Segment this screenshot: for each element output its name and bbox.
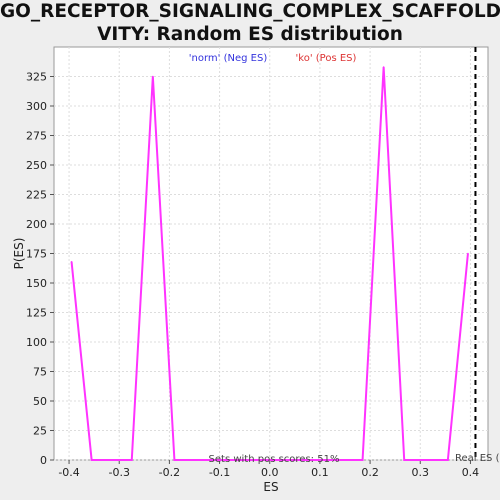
x-tick-label: -0.1 — [209, 466, 230, 479]
axes: 0 25 50 75 100 125 150 175 200 225 250 275 300 325 -0.… — [26, 71, 479, 480]
y-tick-label: 75 — [33, 366, 47, 379]
data-point — [152, 75, 154, 78]
y-tick-label: 0 — [40, 454, 47, 467]
x-tick-label: 0.3 — [412, 466, 430, 479]
distribution-line — [70, 67, 469, 461]
data-point — [382, 66, 385, 68]
data-point — [403, 459, 406, 461]
data-point — [447, 459, 449, 461]
y-tick-label: 175 — [26, 248, 47, 261]
data-point — [130, 459, 133, 461]
y-tick-label: 300 — [26, 100, 47, 113]
real-es-label: Real ES ( — [455, 453, 500, 464]
data-point — [90, 459, 93, 461]
legend-neg-label: 'norm' (Neg ES) — [189, 53, 268, 64]
data-point — [193, 459, 196, 461]
x-tick-label: 0.2 — [361, 466, 379, 479]
y-tick-label: 125 — [26, 307, 47, 320]
y-tick-label: 250 — [26, 159, 47, 172]
chart-title: GO_RECEPTOR_SIGNALING_COMPLEX_SCAFFOLD_A… — [0, 0, 500, 46]
x-axis-title: ES — [263, 480, 278, 494]
pos-scores-annotation: Sets with pos scores: 51% — [209, 454, 340, 465]
x-tick-label: -0.3 — [108, 466, 129, 479]
x-tick-label: 0.4 — [462, 466, 480, 479]
legend-pos-label: 'ko' (Pos ES) — [296, 53, 357, 64]
series-layer — [70, 66, 469, 461]
chart-title-line-1: GO_RECEPTOR_SIGNALING_COMPLEX_SCAFFOLD_A… — [0, 1, 500, 22]
y-tick-label: 325 — [26, 71, 47, 84]
y-tick-label: 50 — [33, 395, 47, 408]
y-tick-label: 275 — [26, 130, 47, 143]
y-tick-label: 225 — [26, 189, 47, 202]
y-tick-label: 100 — [26, 336, 47, 349]
y-tick-label: 200 — [26, 218, 47, 231]
data-point — [70, 260, 73, 263]
y-tick-label: 25 — [33, 425, 47, 438]
x-tick-label: -0.4 — [58, 466, 79, 479]
data-point — [361, 459, 364, 461]
data-point — [467, 252, 469, 255]
x-tick-label: -0.2 — [159, 466, 180, 479]
data-point — [339, 459, 341, 461]
chart-title-line-2: VITY: Random ES distribution — [97, 24, 403, 45]
y-axis-title: P(ES) — [12, 238, 26, 270]
grid-lines — [54, 47, 488, 461]
y-tick-label: 150 — [26, 277, 47, 290]
x-tick-label: 0.1 — [311, 466, 329, 479]
data-point — [173, 459, 176, 461]
x-tick-label: 0.0 — [261, 466, 279, 479]
